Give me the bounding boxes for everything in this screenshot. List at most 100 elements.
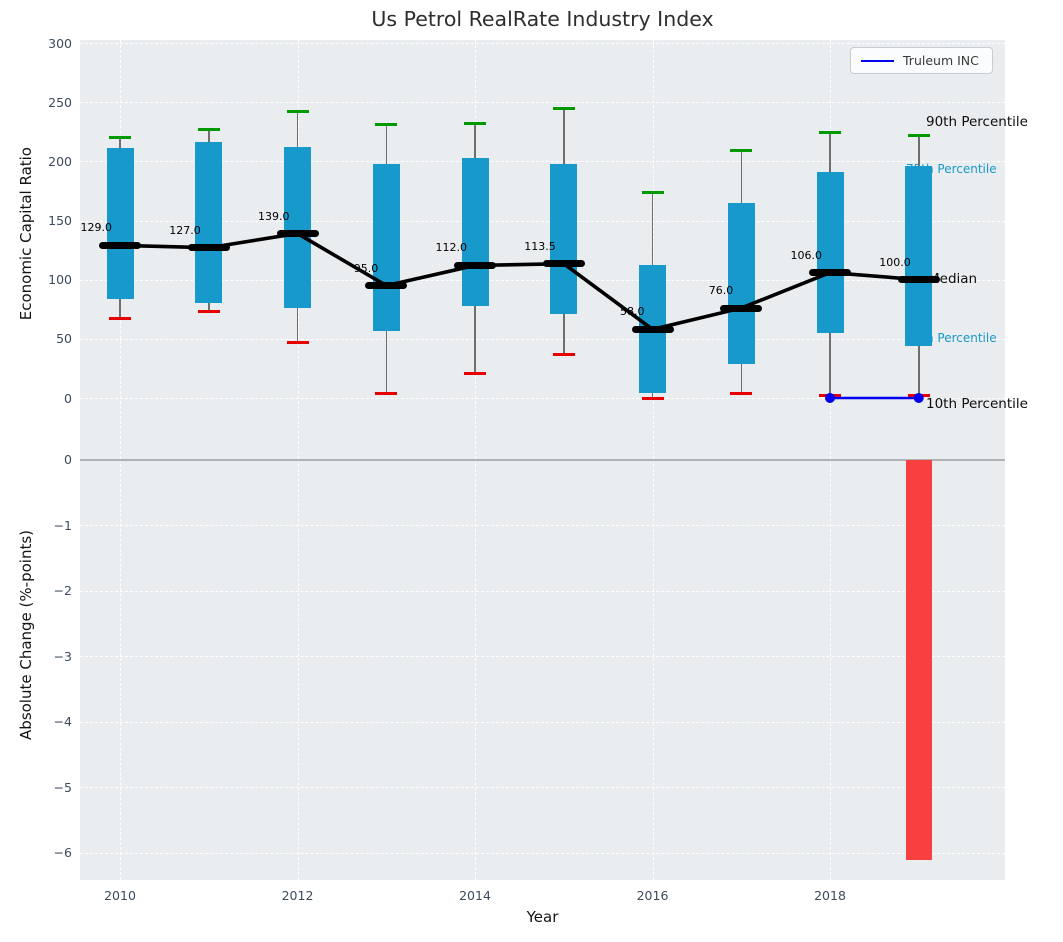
vertical-gridline	[120, 459, 121, 880]
bottom-axes	[80, 459, 1005, 880]
median-marker	[365, 282, 408, 290]
vertical-gridline	[652, 459, 654, 880]
vertical-gridline	[475, 459, 476, 880]
p10-cap	[552, 352, 575, 356]
median-value-label: 127.0	[169, 223, 201, 237]
change-bar	[905, 459, 932, 860]
bottom-y-gridline	[80, 787, 1005, 789]
bottom-y-tick-label: 0	[64, 452, 72, 467]
top-y-tick-label: 200	[48, 153, 72, 169]
truleum-marker	[913, 393, 924, 403]
p90-cap	[109, 136, 131, 140]
median-marker	[542, 260, 585, 268]
bottom-y-gridline	[80, 590, 1005, 592]
bottom-y-tick-label: −2	[53, 583, 72, 599]
median-trend-line	[119, 231, 919, 332]
bottom-y-tick-label: −1	[53, 517, 72, 533]
p10-cap	[464, 371, 486, 375]
iqr-box	[195, 142, 223, 304]
bottom-y-gridline	[80, 525, 1005, 527]
bottom-y-tick-label: −3	[53, 648, 72, 664]
p10-cap	[641, 396, 664, 400]
truleum-line	[825, 393, 924, 403]
top-axes: 90th Percentile 75th Percentile Median 2…	[80, 40, 1028, 459]
p10-cap	[375, 391, 398, 395]
top-y-gridline	[80, 398, 1005, 399]
p90-cap	[730, 149, 753, 153]
iqr-box	[550, 163, 578, 314]
top-y-tick-label: 0	[64, 390, 72, 406]
top-y-tick-label: 250	[48, 94, 72, 110]
iqr-box	[905, 166, 933, 346]
annotation-median: Median	[928, 271, 978, 287]
p10-cap	[730, 391, 753, 395]
p10-cap	[197, 310, 220, 314]
top-y-tick-label: 100	[48, 272, 72, 288]
x-tick-label: 2012	[281, 888, 314, 903]
median-value-label: 113.5	[524, 239, 556, 253]
annotation-10th-percentile: 10th Percentile	[926, 396, 1028, 412]
top-y-axis-label: Economic Capital Ratio	[17, 147, 35, 321]
p90-cap	[552, 106, 575, 110]
top-y-tick-label: 300	[48, 35, 72, 51]
iqr-box	[816, 171, 844, 333]
truleum-marker	[825, 393, 835, 403]
legend-label: Truleum INC	[903, 53, 979, 68]
median-marker	[720, 304, 763, 312]
median-value-label: 76.0	[708, 284, 734, 298]
bottom-y-axis-label: Absolute Change (%-points)	[17, 530, 35, 740]
bottom-y-tick-label: −4	[53, 714, 72, 730]
p90-cap	[286, 110, 309, 114]
p10-cap	[286, 340, 309, 344]
bottom-y-tick-label: −5	[53, 779, 72, 795]
top-y-tick-label: 50	[56, 331, 72, 347]
p90-cap	[375, 123, 398, 127]
median-value-label: 58.0	[620, 305, 645, 319]
median-marker	[276, 230, 319, 238]
zero-line	[80, 459, 1005, 461]
p90-cap	[464, 121, 486, 125]
p90-cap	[197, 127, 220, 131]
bottom-y-gridline	[80, 656, 1005, 658]
top-y-gridline	[80, 220, 1005, 222]
iqr-box	[106, 148, 134, 299]
iqr-box	[372, 163, 400, 331]
top-y-gridline	[80, 279, 1005, 281]
median-marker	[454, 261, 496, 269]
median-marker	[187, 244, 230, 252]
median-value-label: 106.0	[790, 248, 823, 262]
x-tick-label: 2010	[104, 888, 136, 903]
bottom-y-gridline	[80, 721, 1005, 723]
median-marker	[99, 241, 141, 249]
p90-cap	[641, 190, 664, 194]
legend-line-sample	[861, 59, 894, 62]
x-axis-label: Year	[526, 908, 559, 926]
iqr-box	[461, 157, 489, 306]
bottom-y-gridline	[80, 852, 1005, 854]
iqr-box	[727, 202, 755, 364]
median-marker	[897, 276, 940, 284]
x-tick-label: 2016	[636, 888, 669, 903]
x-tick-label: 2018	[814, 888, 846, 903]
median-marker	[631, 325, 674, 333]
iqr-box	[284, 147, 311, 309]
median-value-label: 139.0	[258, 209, 290, 223]
p90-cap	[907, 133, 930, 137]
median-value-label: 129.0	[80, 221, 113, 235]
median-value-label: 100.0	[879, 255, 911, 269]
median-value-label: 95.0	[353, 261, 379, 275]
legend: Truleum INC	[850, 47, 993, 74]
p10-cap	[109, 317, 131, 321]
annotation-90th-percentile: 90th Percentile	[926, 114, 1028, 130]
top-y-gridline	[80, 161, 1005, 163]
bottom-y-tick-label: −6	[53, 845, 72, 861]
p90-cap	[819, 131, 841, 135]
top-y-gridline	[80, 102, 1005, 104]
chart-title: Us Petrol RealRate Industry Index	[371, 7, 714, 31]
vertical-gridline	[297, 459, 299, 880]
median-value-label: 112.0	[435, 241, 468, 255]
top-y-gridline	[80, 43, 1005, 44]
vertical-gridline	[830, 459, 831, 880]
x-tick-label: 2014	[459, 888, 491, 903]
